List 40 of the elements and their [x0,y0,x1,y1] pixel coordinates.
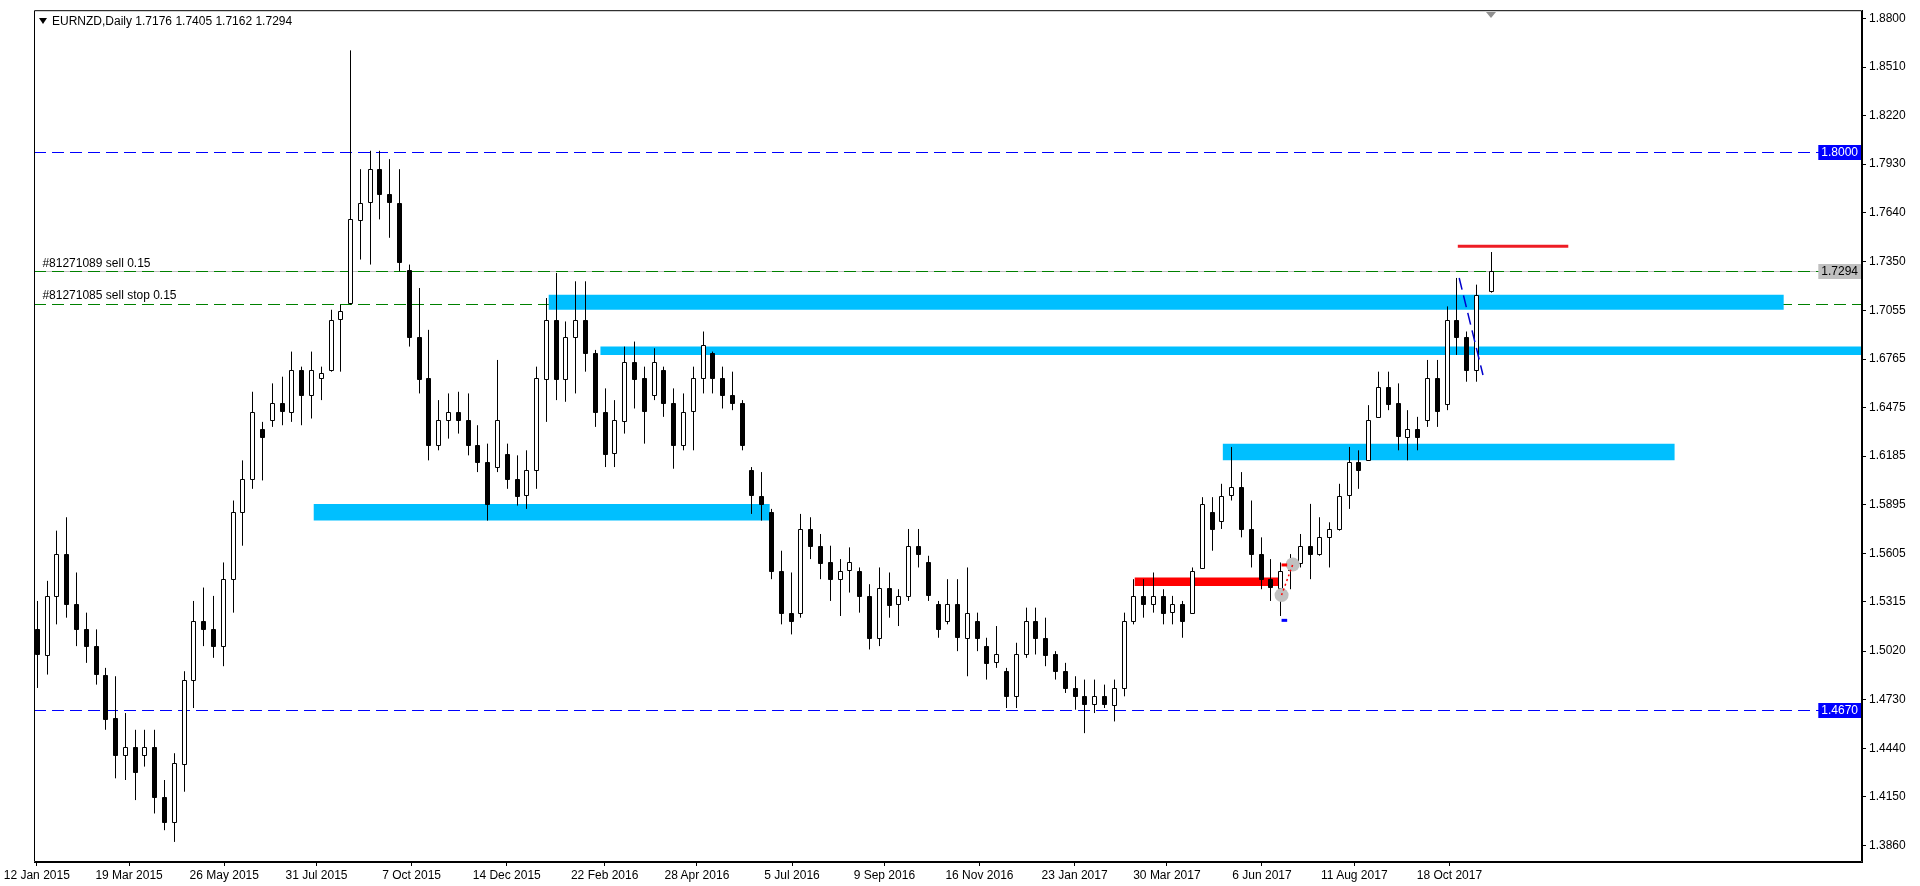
y-tick-label: 1.4440 [1869,740,1907,755]
y-tick-label: 1.8510 [1869,59,1907,74]
x-tick-label: 12 Jan 2015 [3,867,71,882]
y-tick-label: 1.3860 [1869,837,1907,852]
x-tick-label: 6 Jun 2017 [1232,867,1293,882]
y-tick-label: 1.6185 [1869,448,1907,463]
y-tick-label: 1.5605 [1869,545,1907,560]
y-tick-label: 1.4730 [1869,691,1907,706]
y-tick-label: 1.7640 [1869,205,1907,219]
x-tick-label: 7 Oct 2015 [382,867,442,882]
x-tick-label: 23 Jan 2017 [1041,867,1108,882]
y-tick-label: 1.4150 [1869,789,1907,804]
x-tick-label: 22 Feb 2016 [570,867,639,882]
x-tick-label: 30 Mar 2017 [1133,867,1201,882]
chart-title: EURNZD,Daily 1.7176 1.7405 1.7162 1.7294 [52,13,293,28]
y-tick-label: 1.5020 [1869,643,1907,658]
x-tick-label: 31 Jul 2015 [285,867,348,882]
x-tick-label: 18 Oct 2017 [1416,867,1483,882]
x-tick-label: 16 Nov 2016 [945,867,1014,882]
annotation: #81271085 sell stop 0.15 [42,288,177,303]
x-tick-label: 9 Sep 2016 [853,867,916,882]
ref-line-label: 1.7294 [1821,264,1859,279]
y-tick-label: 1.7055 [1869,302,1907,317]
y-tick-label: 1.5315 [1869,594,1907,609]
annotation: #81271089 sell 0.15 [42,255,151,270]
x-tick-label: 14 Dec 2015 [472,867,542,882]
x-tick-label: 11 Aug 2017 [1321,867,1388,882]
y-tick-label: 1.7930 [1869,156,1907,171]
x-tick-label: 28 Apr 2016 [664,867,730,882]
ref-line-label: 1.8000 [1821,145,1859,160]
x-tick-label: 19 Mar 2015 [95,867,164,882]
x-tick-label: 26 May 2015 [189,867,260,882]
ref-line-label: 1.4670 [1821,703,1859,718]
y-tick-label: 1.6475 [1869,399,1907,414]
x-tick-label: 5 Jul 2016 [764,867,821,882]
y-tick-label: 1.7350 [1869,253,1907,268]
y-tick-label: 1.6765 [1869,351,1907,366]
y-tick-label: 1.5895 [1869,497,1907,512]
y-tick-label: 1.8220 [1869,107,1907,122]
y-tick-label: 1.8800 [1869,10,1907,25]
